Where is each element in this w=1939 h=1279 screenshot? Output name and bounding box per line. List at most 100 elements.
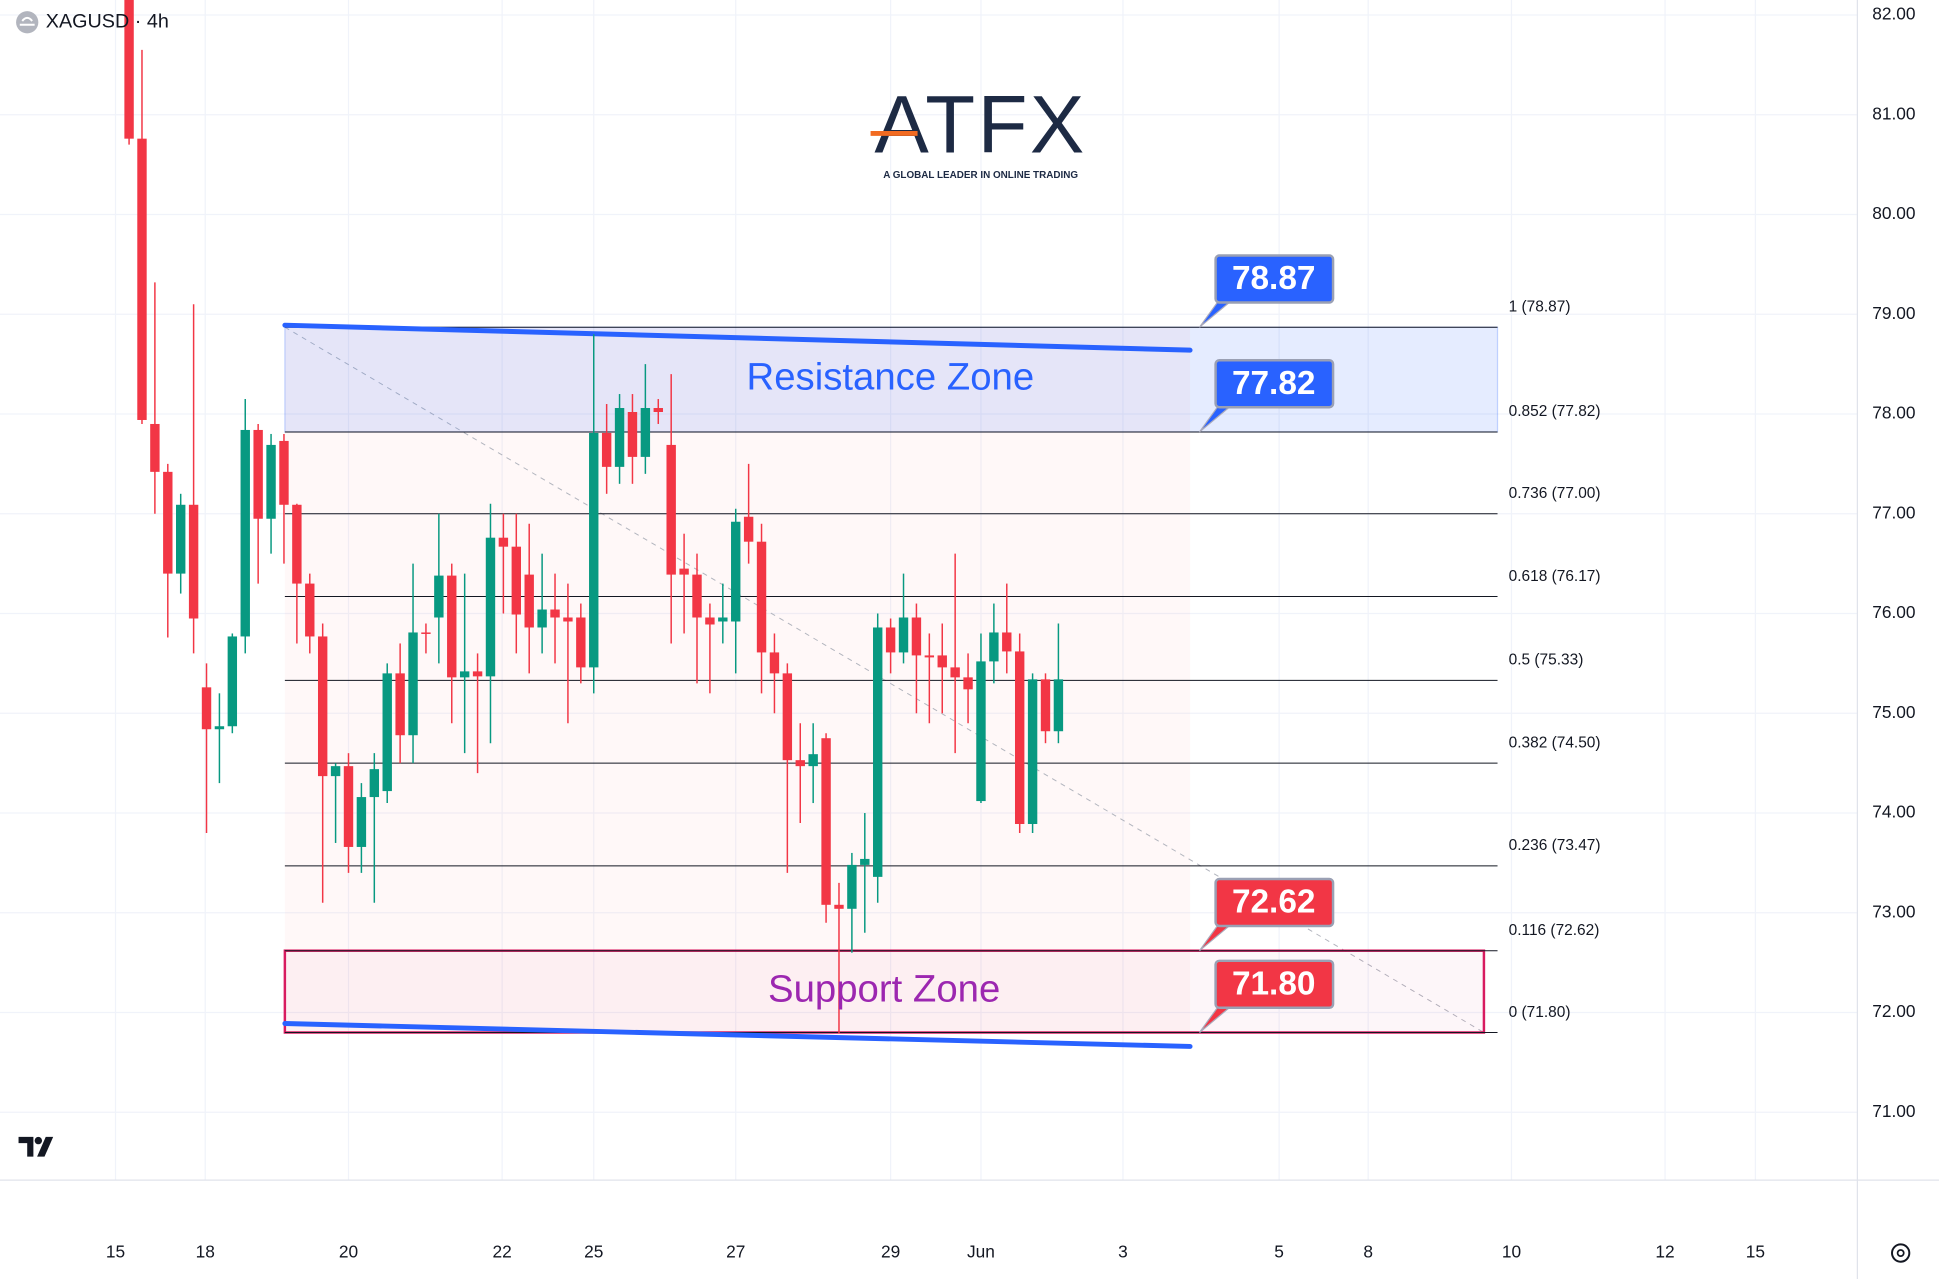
x-tick-label: 22 xyxy=(492,1242,511,1262)
x-tick-label: 5 xyxy=(1274,1242,1284,1262)
candle-body xyxy=(718,617,728,622)
overlay: 71.00 72.00 73.00 74.00 75.00 76.00 77.00 78.00… xyxy=(106,4,1916,1262)
y-tick-label: 80.00 xyxy=(1872,203,1915,223)
candle-body xyxy=(369,769,380,798)
fib-label: 0.236 (73.47) xyxy=(1509,837,1601,854)
candle-body xyxy=(1053,679,1064,732)
badge-label: 77.82 xyxy=(1232,365,1316,402)
fib-label: 0.382 (74.50) xyxy=(1509,734,1601,751)
settings-gear-hub[interactable] xyxy=(1896,1249,1905,1258)
candle-body xyxy=(459,671,470,678)
fib-label: 0.5 (75.33) xyxy=(1509,652,1584,669)
candle-body xyxy=(124,0,134,139)
candle-body xyxy=(963,677,973,690)
candle-body xyxy=(150,423,160,472)
x-tick-label: 10 xyxy=(1502,1242,1521,1262)
badge-box xyxy=(1214,959,1335,1010)
candle-body xyxy=(395,673,405,736)
fib-label: 0.116 (72.62) xyxy=(1509,922,1600,939)
candle-body xyxy=(834,904,844,909)
x-tick-label: 3 xyxy=(1118,1242,1128,1262)
candle-body xyxy=(989,632,999,662)
candle-body xyxy=(950,667,960,678)
x-tick-label: 29 xyxy=(881,1242,900,1262)
candle-body xyxy=(279,440,289,505)
zone-label: Resistance Zone xyxy=(747,356,1035,399)
grid xyxy=(0,0,1858,1181)
trend-line xyxy=(282,1021,1193,1049)
candle-body xyxy=(188,504,199,619)
price-badge: 71.80 xyxy=(1199,959,1335,1033)
candle-body xyxy=(860,858,870,865)
candle-body xyxy=(627,412,638,457)
y-tick-label: 79.00 xyxy=(1872,303,1915,323)
candle-body xyxy=(782,673,793,761)
candle-body xyxy=(498,537,509,547)
candle-body xyxy=(653,408,663,413)
y-tick-label: 74.00 xyxy=(1872,802,1915,822)
tv-logo xyxy=(18,1136,54,1157)
candle-body xyxy=(563,617,573,622)
candle-body xyxy=(292,504,302,584)
candle-body xyxy=(447,575,457,678)
tv-logo-v xyxy=(37,1136,54,1157)
candle-body xyxy=(937,655,947,668)
candle-body xyxy=(524,574,534,628)
price-badge: 77.82 xyxy=(1199,359,1335,433)
badge-box xyxy=(1214,877,1335,928)
candle-body xyxy=(743,516,754,542)
logo-text: ATFX xyxy=(874,80,1086,171)
symbol-icon xyxy=(16,11,39,34)
candle-body xyxy=(240,429,250,637)
candle-body xyxy=(550,609,560,618)
logo: ATFX A GLOBAL LEADER IN ONLINE TRADING xyxy=(870,80,1086,181)
settings-gear[interactable] xyxy=(1891,1243,1911,1263)
badge-label: 78.87 xyxy=(1232,260,1316,297)
candle-body xyxy=(756,541,767,653)
candle-body xyxy=(614,408,625,467)
candle-body xyxy=(873,627,883,877)
candle-body xyxy=(227,636,238,727)
logo-tagline: A GLOBAL LEADER IN ONLINE TRADING xyxy=(883,170,1078,181)
candle-body xyxy=(847,864,857,909)
candle-body xyxy=(898,617,909,653)
price-badge: 72.62 xyxy=(1199,877,1335,952)
candle-body xyxy=(537,609,547,628)
y-tick-label: 81.00 xyxy=(1872,103,1915,123)
candle-body xyxy=(976,661,986,802)
candle-body xyxy=(330,766,341,777)
candle-body xyxy=(472,671,483,677)
y-tick-label: 71.00 xyxy=(1872,1101,1915,1121)
fib-label: 0.618 (76.17) xyxy=(1509,568,1601,585)
fib-label: 0.736 (77.00) xyxy=(1509,485,1601,502)
candle-body xyxy=(266,444,276,519)
candles xyxy=(124,0,1064,1034)
candle-body xyxy=(485,537,496,677)
candle-body xyxy=(511,546,521,615)
candle-body xyxy=(795,760,805,767)
y-tick-label: 72.00 xyxy=(1872,1001,1915,1021)
candle-body xyxy=(163,471,173,574)
badge-box xyxy=(1214,359,1335,409)
x-tick-label: 18 xyxy=(196,1242,215,1262)
candle-body xyxy=(589,432,599,668)
candle-body xyxy=(214,726,225,730)
candle-body xyxy=(601,432,612,467)
y-tick-label: 77.00 xyxy=(1872,502,1915,522)
y-tick-label: 75.00 xyxy=(1872,702,1915,722)
x-tick-label: 8 xyxy=(1363,1242,1373,1262)
candle-body xyxy=(666,444,676,575)
price-badge: 78.87 xyxy=(1199,254,1335,328)
x-tick-label: 27 xyxy=(726,1242,745,1262)
candle-body xyxy=(1027,679,1038,825)
candle-body xyxy=(808,754,818,767)
symbol-icon-mark xyxy=(19,16,35,26)
candle-body xyxy=(317,636,328,777)
y-tick-label: 78.00 xyxy=(1872,403,1915,423)
badge-label: 71.80 xyxy=(1232,965,1316,1002)
candle-body xyxy=(434,575,444,618)
candle-body xyxy=(382,673,392,792)
settings-icon[interactable] xyxy=(1891,1243,1911,1263)
candle-body xyxy=(137,138,147,420)
